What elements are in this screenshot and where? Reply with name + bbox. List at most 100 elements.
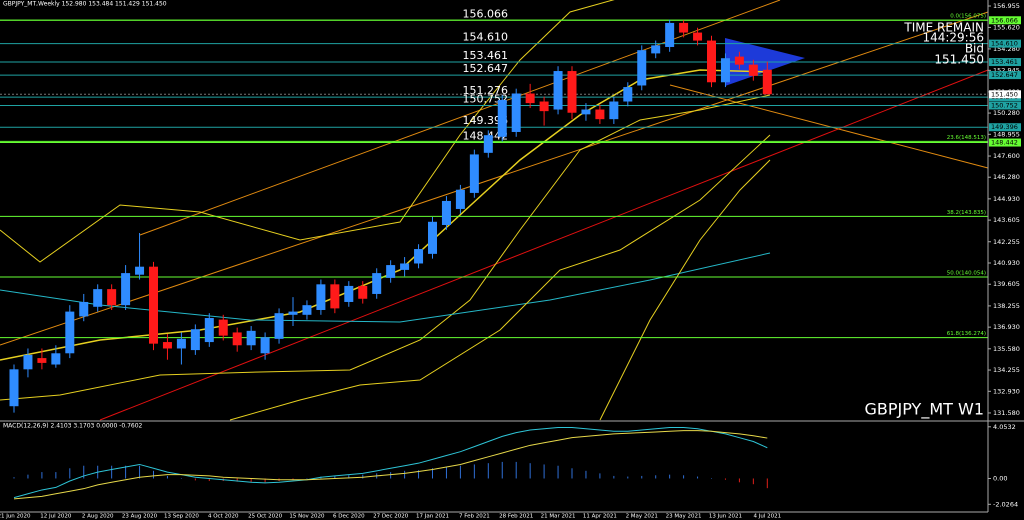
y-tick-label: 146.280: [993, 173, 1020, 181]
fib-label: 50.0(140.054): [947, 271, 986, 277]
y-tick-label: 140.930: [993, 259, 1020, 267]
axis-price-label: 149.396: [991, 123, 1018, 131]
histogram-bar: [250, 478, 252, 483]
candle-body: [720, 58, 730, 83]
candle-body: [609, 101, 619, 120]
bid-axis-label: 151.450: [991, 90, 1018, 98]
y-tick-label: 154.280: [993, 45, 1020, 53]
candle-body: [274, 313, 284, 339]
histogram-bar: [125, 465, 127, 479]
candle-body: [260, 337, 270, 354]
candle-body: [414, 249, 424, 264]
candle-body: [623, 87, 633, 102]
histogram-bar: [139, 465, 141, 479]
histogram-bar: [348, 475, 350, 479]
macd-line: [13, 426, 768, 499]
price-level-label: 156.066: [463, 7, 509, 20]
time-remain-label: TIME REMAIN: [903, 21, 984, 35]
x-tick-label: 4 Oct 2020: [208, 514, 239, 520]
y-tick-label: 144.930: [993, 195, 1020, 203]
y-tick-label: 131.580: [993, 409, 1020, 417]
histogram-bar: [445, 467, 447, 479]
x-tick-label: 13 Sep 2020: [164, 514, 199, 520]
candle-body: [9, 369, 19, 407]
candle-body: [400, 263, 410, 270]
histogram-bar: [473, 464, 475, 479]
candle-body: [651, 45, 661, 54]
candle-body: [358, 285, 368, 299]
histogram-bar: [724, 478, 726, 480]
histogram-bar: [111, 465, 113, 479]
candle-body: [246, 330, 256, 346]
histogram-bar: [27, 474, 29, 479]
x-tick-label: 15 Nov 2020: [289, 514, 325, 520]
candle-body: [665, 22, 675, 47]
y-tick-label: -2.0264: [993, 500, 1018, 508]
y-tick-label: 152.945: [993, 66, 1020, 74]
candle-body: [79, 301, 89, 317]
fib-label: 61.8(136.274): [947, 331, 986, 337]
axis-price-label: 152.647: [991, 71, 1018, 79]
price-level-label: 150.752: [463, 92, 509, 105]
candle-body: [455, 189, 465, 209]
channel-line: [0, 11, 989, 346]
histogram-bar: [432, 468, 433, 479]
candle-body: [511, 93, 521, 132]
histogram-bar: [55, 472, 57, 479]
candle-body: [428, 221, 437, 254]
histogram-bar: [543, 464, 545, 479]
candle-body: [372, 273, 382, 294]
histogram-bar: [404, 470, 406, 479]
histogram-bar: [334, 475, 336, 479]
histogram-bar: [627, 476, 629, 479]
bid-price: 151.450: [934, 53, 984, 67]
x-tick-label: 11 Apr 2021: [583, 514, 617, 520]
x-tick-label: 28 Feb 2021: [499, 514, 533, 520]
y-tick-label: 135.580: [993, 345, 1020, 353]
y-tick-label: 150.280: [993, 109, 1020, 117]
price-level-label: 154.610: [463, 31, 509, 44]
candle-body: [707, 40, 716, 83]
histogram-bar: [501, 461, 503, 479]
candle-body: [316, 284, 326, 310]
candle-body: [204, 318, 214, 343]
candle-body: [107, 289, 117, 306]
candle-body: [218, 319, 228, 336]
histogram-bar: [180, 478, 182, 479]
bid-label: Bid: [965, 42, 984, 56]
histogram-bar: [697, 476, 699, 479]
candle-body: [525, 93, 535, 104]
histogram-bar: [418, 470, 420, 479]
x-tick-label: 21 Mar 2021: [541, 514, 576, 520]
candle-body: [93, 289, 103, 307]
histogram-bar: [390, 472, 392, 479]
candle-body: [581, 109, 591, 115]
histogram-bar: [41, 472, 43, 479]
y-tick-label: 142.255: [993, 238, 1020, 246]
axis-price-label: 148.442: [991, 139, 1018, 147]
y-tick-label: 136.930: [993, 323, 1020, 331]
macd-line: [13, 430, 768, 500]
y-tick-label: 148.955: [993, 130, 1020, 138]
candle-body: [65, 311, 75, 354]
histogram-bar: [292, 478, 294, 480]
histogram-bar: [83, 465, 85, 479]
axis-price-box: [989, 39, 1021, 48]
candle-body: [762, 69, 772, 95]
candle-body: [37, 358, 47, 363]
x-tick-label: 21 Jun 2020: [0, 514, 31, 520]
y-tick-label: 4.0532: [993, 423, 1016, 431]
histogram-bar: [264, 478, 266, 483]
axis-price-box: [989, 101, 1021, 110]
y-tick-label: 132.930: [993, 387, 1020, 395]
candle-body: [162, 342, 172, 349]
histogram-bar: [655, 475, 657, 479]
axis-price-box: [989, 123, 1021, 132]
y-tick-label: 156.955: [993, 2, 1020, 10]
candle-body: [23, 354, 33, 370]
axis-price-box: [989, 16, 1021, 25]
macd-title: MACD(12,26,9) 2.4103 3.1703 0.0000 -0.76…: [3, 423, 143, 430]
histogram-bar: [166, 475, 168, 479]
histogram-bar: [766, 478, 768, 489]
candle-body: [679, 22, 689, 33]
